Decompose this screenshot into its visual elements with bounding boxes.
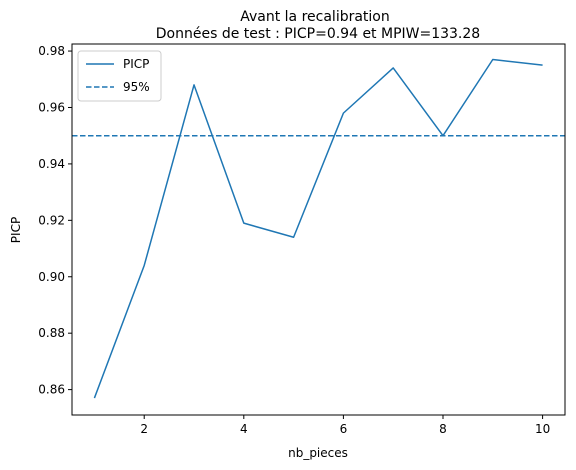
- x-tick-label: 4: [240, 422, 248, 436]
- series-line-picp: [93, 58, 543, 399]
- legend-label-95: 95%: [123, 80, 150, 94]
- legend: PICP 95%: [77, 50, 162, 102]
- x-tick-label: 6: [340, 422, 348, 436]
- y-tick-label: 0.98: [38, 44, 65, 58]
- y-tick-label: 0.92: [38, 213, 65, 227]
- legend-label-picp: PICP: [123, 57, 149, 71]
- y-tick-label: 0.88: [38, 326, 65, 340]
- axis-ticks: 2 4 6 8 10 0.86 0.88 0.90 0.92 0.94 0.96 0.98: [38, 44, 550, 436]
- y-tick-label: 0.96: [38, 100, 65, 114]
- y-tick-label: 0.90: [38, 270, 65, 284]
- x-tick-label: 10: [535, 422, 550, 436]
- y-axis-label: PICP: [9, 217, 23, 243]
- y-tick-label: 0.94: [38, 157, 65, 171]
- plot-frame: [71, 43, 566, 416]
- x-axis-label: nb_pieces: [288, 446, 348, 460]
- x-tick-label: 8: [439, 422, 447, 436]
- chart-title: Avant la recalibration: [240, 9, 390, 25]
- x-tick-label: 2: [140, 422, 148, 436]
- series-group: [72, 58, 565, 399]
- chart-subtitle: Données de test : PICP=0.94 et MPIW=133.…: [156, 26, 480, 42]
- y-tick-label: 0.86: [38, 383, 65, 397]
